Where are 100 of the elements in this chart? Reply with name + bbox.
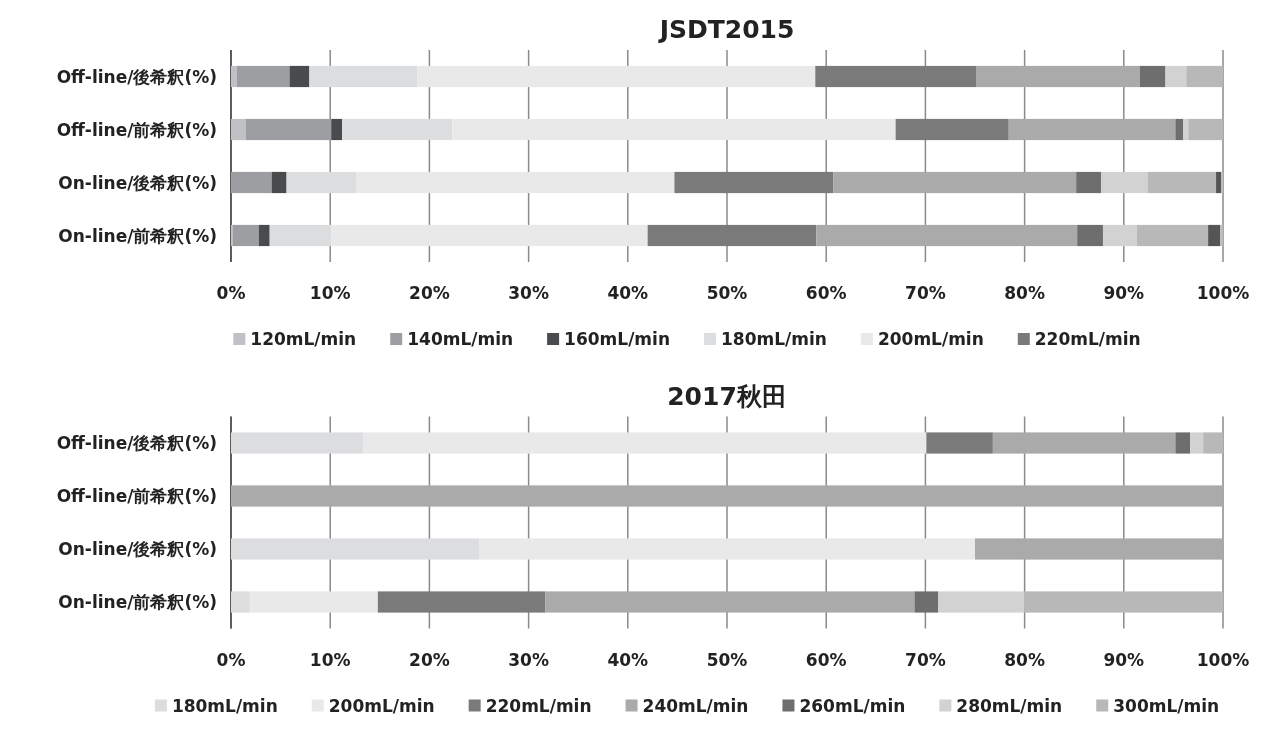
bar [914,591,939,613]
bar [815,65,976,88]
bar [545,591,915,613]
bar [1136,224,1209,247]
bar [1208,224,1221,247]
legend-label: 220mL/min [1034,329,1141,349]
x-tick-label: 0% [216,283,246,303]
bar [975,538,1223,560]
bar [231,118,246,141]
bar [1165,65,1187,88]
legend-label: 260mL/min [799,695,906,716]
y-tick-label: Off-line/後希釈(%) [56,433,217,453]
x-tick-label: 30% [508,283,549,303]
x-tick-label: 100% [1196,283,1250,303]
x-tick-label: 80% [1004,283,1045,303]
bar [1186,65,1223,88]
x-tick-label: 70% [905,649,946,670]
bar [258,224,270,247]
legend-label: 140mL/min [407,329,514,349]
bar [331,224,648,247]
bar [249,591,378,613]
bar [1183,118,1189,141]
bar [232,224,259,247]
bar [231,485,1223,507]
legend-label: 300mL/min [1113,695,1220,716]
legend-label: 160mL/min [564,329,670,349]
x-tick-label: 40% [607,283,649,303]
bar [452,118,896,141]
legend-label: 220mL/min [485,695,592,716]
bar [479,538,975,560]
bar [236,65,290,88]
x-tick-label: 60% [805,649,847,670]
y-tick-label: On-line/後希釈(%) [58,172,217,193]
legend-label: 200mL/min [328,695,435,716]
legend-label: 120mL/min [250,329,357,349]
bar [1024,591,1223,613]
x-tick-label: 90% [1103,649,1145,670]
bar [1139,65,1166,88]
bar [362,432,927,454]
bar [833,171,1077,194]
bar [1190,432,1204,454]
bar [231,591,250,613]
bar [271,171,287,194]
bar [975,65,1140,88]
legend-label: 200mL/min [877,329,984,349]
bar [1008,118,1176,141]
bar [342,118,453,141]
x-tick-label: 60% [805,283,847,303]
legend-label: 180mL/min [721,329,827,349]
x-tick-label: 90% [1103,283,1145,303]
bar [245,118,332,141]
bar [926,432,993,454]
legend-label: 240mL/min [642,695,749,716]
x-tick-label: 30% [508,649,549,670]
y-tick-label: Off-line/前希釈(%) [56,486,217,506]
bar [674,171,834,194]
y-tick-label: Off-line/後希釈(%) [56,66,217,87]
y-tick-label: On-line/後希釈(%) [58,539,217,559]
x-tick-label: 100% [1196,649,1250,670]
bar [231,171,272,194]
bar [816,224,1078,247]
bar [231,65,237,88]
bar [377,591,546,613]
bar [331,118,343,141]
x-tick-label: 0% [216,649,246,670]
y-tick-label: Off-line/前希釈(%) [56,119,217,140]
chart-title: JSDT2015 [657,15,795,44]
legend-label: 280mL/min [956,695,1063,716]
bar [309,65,418,88]
x-tick-label: 50% [706,649,748,670]
x-tick-label: 20% [409,283,450,303]
x-tick-label: 50% [706,283,748,303]
bar [269,224,332,247]
legend-label: 180mL/min [171,695,278,716]
bar [1147,171,1217,194]
x-tick-label: 40% [607,649,649,670]
x-tick-label: 20% [409,649,450,670]
bar [231,432,363,454]
bar [1102,224,1137,247]
bar [1100,171,1148,194]
bar [1077,224,1103,247]
chart-title: 2017秋田 [667,381,787,411]
bar [1216,171,1222,194]
bar [1076,171,1101,194]
bar [938,591,1025,613]
bar [231,538,479,560]
bar [992,432,1176,454]
bar [355,171,675,194]
x-tick-label: 70% [905,283,946,303]
bar [1203,432,1223,454]
bar [289,65,310,88]
bar [647,224,817,247]
bar [895,118,1009,141]
bar [1220,224,1223,247]
bar [286,171,356,194]
bar [417,65,816,88]
bar [1175,118,1184,141]
x-tick-label: 80% [1004,649,1045,670]
bar [1188,118,1223,141]
x-tick-label: 10% [309,649,351,670]
